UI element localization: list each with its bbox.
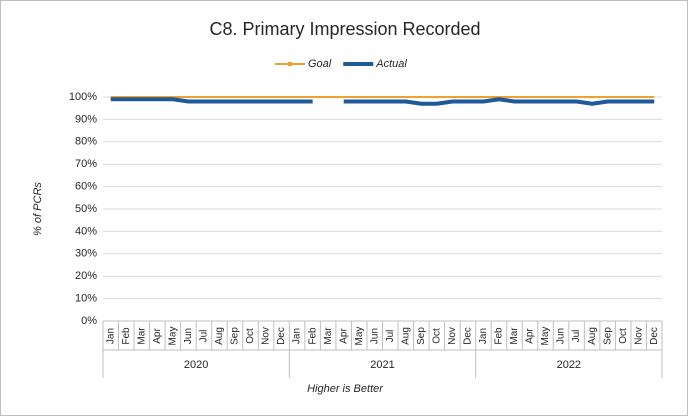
- x-tick-label: Dec: [463, 327, 474, 345]
- chart-title: C8. Primary Impression Recorded: [209, 19, 480, 39]
- x-tick-label: Sep: [230, 327, 241, 345]
- x-tick-label: Sep: [602, 327, 613, 345]
- x-tick-label: Jan: [478, 328, 489, 344]
- x-tick-label: Dec: [649, 327, 660, 345]
- y-tick-label: 90%: [75, 113, 97, 125]
- x-tick-label: Jan: [105, 328, 116, 344]
- y-tick-label: 70%: [75, 158, 97, 170]
- x-tick-label: May: [168, 327, 179, 346]
- legend-marker: [288, 62, 292, 66]
- y-tick-label: 30%: [75, 248, 97, 260]
- x-tick-label: Nov: [633, 327, 644, 345]
- x-tick-label: Sep: [416, 327, 427, 345]
- x-tick-label: Jun: [556, 328, 567, 344]
- x-tick-label: Apr: [338, 328, 349, 344]
- y-tick-label: 50%: [75, 203, 97, 215]
- x-tick-label: May: [354, 327, 365, 346]
- x-tick-label: Jul: [571, 330, 582, 343]
- x-tick-label: Jul: [199, 330, 210, 343]
- x-tick-label: Mar: [136, 327, 147, 345]
- y-tick-label: 20%: [75, 270, 97, 282]
- x-tick-label: Oct: [431, 328, 442, 344]
- x-tick-label: Mar: [509, 327, 520, 345]
- x-tick-label: Feb: [494, 327, 505, 345]
- legend-marker: [356, 62, 361, 66]
- x-tick-label: Dec: [276, 327, 287, 345]
- x-tick-label: Oct: [245, 328, 256, 344]
- y-tick-label: 60%: [75, 181, 97, 193]
- y-tick-label: 100%: [69, 91, 97, 103]
- x-tick-label: Nov: [447, 327, 458, 345]
- x-tick-label: Jan: [292, 328, 303, 344]
- x-tick-label: Apr: [525, 328, 536, 344]
- year-label: 2021: [370, 359, 394, 371]
- x-tick-label: Jun: [183, 328, 194, 344]
- x-tick-label: Aug: [214, 327, 225, 345]
- y-tick-label: 0%: [81, 315, 97, 327]
- legend-label: Goal: [308, 58, 332, 70]
- x-tick-label: Feb: [121, 327, 132, 345]
- year-label: 2020: [184, 359, 208, 371]
- x-tick-label: Apr: [152, 328, 163, 344]
- x-tick-label: Mar: [323, 327, 334, 345]
- x-tick-label: Jul: [385, 330, 396, 343]
- legend-label: Actual: [375, 58, 407, 70]
- x-tick-label: Nov: [261, 327, 272, 345]
- x-tick-label: Aug: [587, 327, 598, 345]
- year-label: 2022: [557, 359, 581, 371]
- y-axis-label: % of PCRs: [32, 182, 44, 236]
- x-axis-label: Higher is Better: [307, 383, 384, 395]
- x-tick-label: Oct: [618, 328, 629, 344]
- x-tick-label: Aug: [400, 327, 411, 345]
- x-tick-label: Feb: [307, 327, 318, 345]
- x-tick-label: May: [540, 327, 551, 346]
- x-tick-label: Jun: [369, 328, 380, 344]
- series-line: [110, 97, 655, 106]
- y-tick-label: 40%: [75, 225, 97, 237]
- y-tick-label: 80%: [75, 136, 97, 148]
- y-tick-label: 10%: [75, 293, 97, 305]
